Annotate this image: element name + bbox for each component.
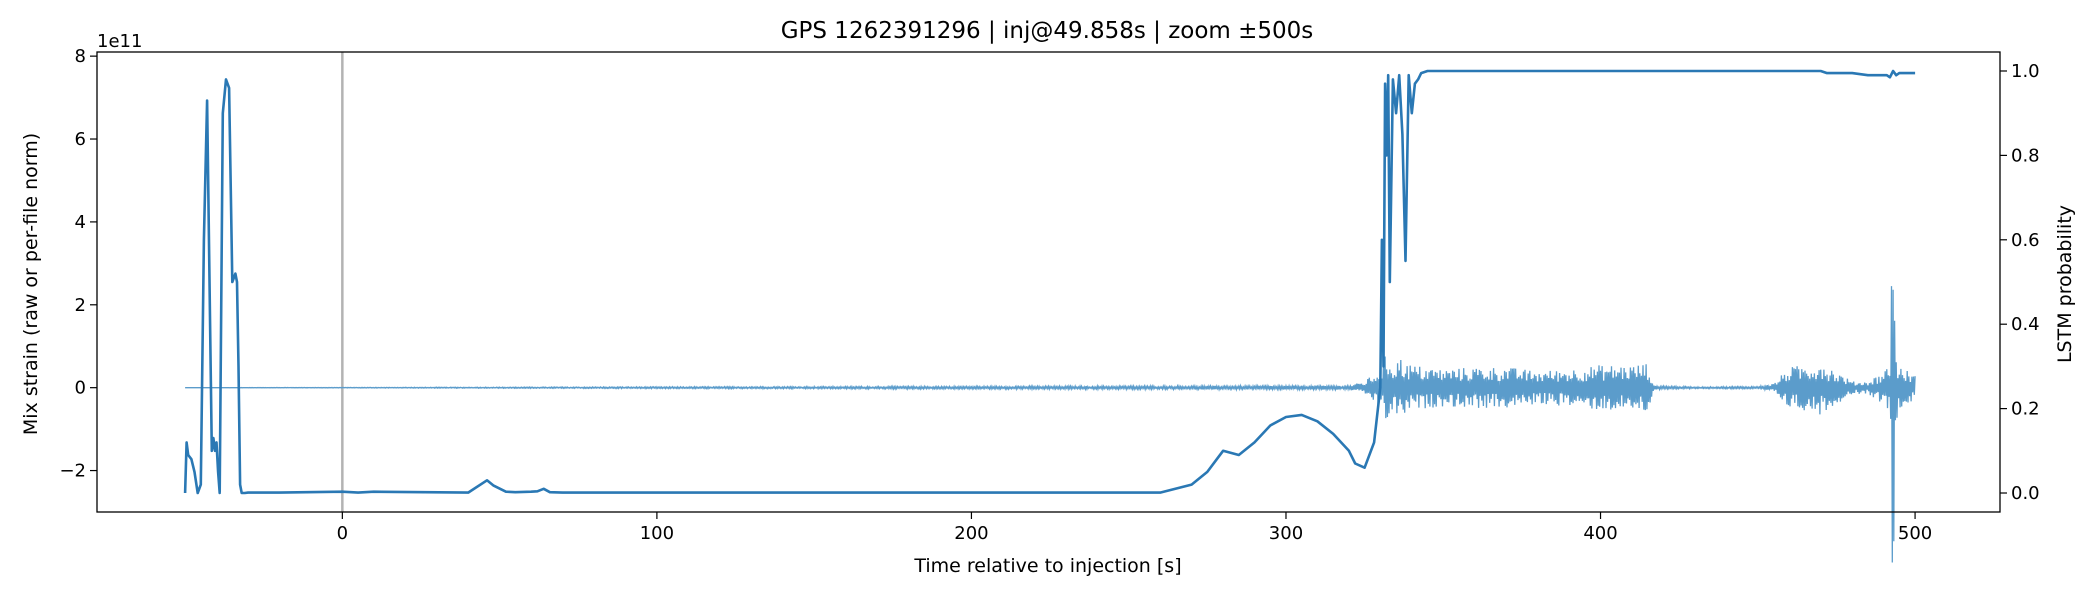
left-y-tick-label: 8 bbox=[75, 46, 86, 67]
strain-series-line bbox=[185, 286, 1916, 563]
right-y-tick-label: 0.8 bbox=[2011, 145, 2040, 166]
left-y-tick-label: −2 bbox=[59, 461, 86, 482]
left-y-tick-label: 4 bbox=[75, 212, 86, 233]
left-y-tick-label: 0 bbox=[75, 378, 86, 399]
right-axis-label: LSTM probability bbox=[2054, 205, 2076, 363]
chart-title: GPS 1262391296 | inj@49.858s | zoom ±500… bbox=[781, 18, 1314, 44]
x-tick-label: 0 bbox=[337, 523, 348, 544]
x-tick-label: 500 bbox=[1898, 523, 1932, 544]
left-y-tick-label: 2 bbox=[75, 295, 86, 316]
x-tick-label: 400 bbox=[1583, 523, 1617, 544]
left-axis-label: Mix strain (raw or per-file norm) bbox=[20, 133, 42, 435]
right-y-tick-label: 1.0 bbox=[2011, 61, 2040, 82]
x-tick-label: 100 bbox=[640, 523, 674, 544]
left-y-tick-label: 6 bbox=[75, 129, 86, 150]
lstm-probability-line bbox=[183, 69, 1916, 495]
right-y-tick-label: 0.4 bbox=[2011, 314, 2040, 335]
right-y-tick-label: 0.2 bbox=[2011, 399, 2040, 420]
right-y-tick-label: 0.0 bbox=[2011, 483, 2040, 504]
x-tick-label: 200 bbox=[954, 523, 988, 544]
plot-frame bbox=[96, 51, 2001, 513]
left-axis-offset-text: 1e11 bbox=[97, 31, 142, 52]
x-tick-label: 300 bbox=[1269, 523, 1303, 544]
x-axis-label: Time relative to injection [s] bbox=[913, 555, 1181, 577]
right-y-tick-label: 0.6 bbox=[2011, 230, 2040, 251]
